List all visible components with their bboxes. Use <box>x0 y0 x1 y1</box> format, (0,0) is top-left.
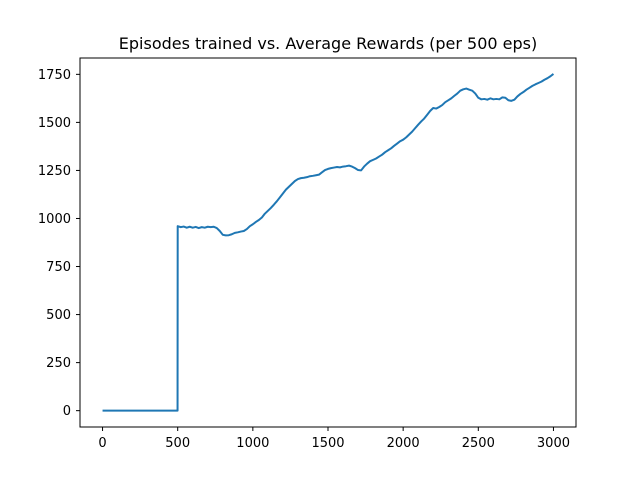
y-tick-label: 1500 <box>38 116 71 131</box>
y-axis: 0 250 500 750 1000 1250 1500 1750 <box>38 68 80 419</box>
x-tick-label: 3000 <box>537 436 570 451</box>
y-tick-label: 250 <box>46 356 71 371</box>
chart-title: Episodes trained vs. Average Rewards (pe… <box>119 34 537 53</box>
y-tick-label: 1000 <box>38 212 71 227</box>
y-tick-label: 1750 <box>38 68 71 83</box>
y-tick-label: 500 <box>46 308 71 323</box>
y-tick-label: 1250 <box>38 164 71 179</box>
x-tick-label: 1000 <box>236 436 269 451</box>
x-tick-label: 500 <box>165 436 190 451</box>
x-tick-label: 2000 <box>387 436 420 451</box>
x-tick-label: 1500 <box>311 436 344 451</box>
x-axis: 0 500 1000 1500 2000 2500 3000 <box>98 427 570 451</box>
plot-area-frame <box>79 57 577 428</box>
y-tick-label: 750 <box>46 260 71 275</box>
y-tick-label: 0 <box>63 404 71 419</box>
series-line-0 <box>102 73 555 412</box>
series-layer <box>102 73 555 412</box>
x-tick-label: 2500 <box>462 436 495 451</box>
x-tick-label: 0 <box>98 436 106 451</box>
